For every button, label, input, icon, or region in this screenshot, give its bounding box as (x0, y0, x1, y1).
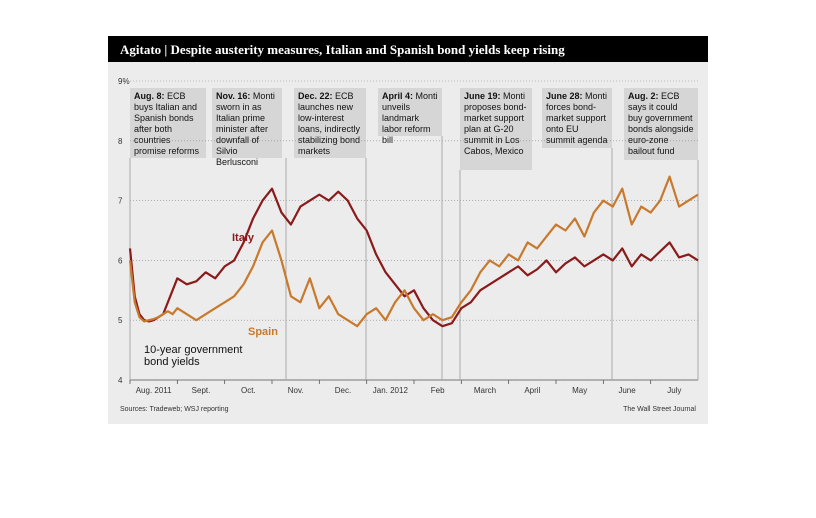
chart-title: Agitato | Despite austerity measures, It… (120, 42, 565, 58)
annotation-dec22: Dec. 22: ECB launches new low-interest l… (294, 88, 366, 158)
x-tick-label: May (572, 386, 587, 395)
x-tick-label: Feb (431, 386, 445, 395)
annotation-jun28: June 28: Monti forces bond-market suppor… (542, 88, 612, 148)
annotation-aug8: Aug. 8: ECB buys Italian and Spanish bon… (130, 88, 206, 158)
x-tick-label: Jan. 2012 (373, 386, 409, 395)
annotation-text: Monti unveils landmark labor reform bill (382, 91, 438, 145)
annotation-jun19: June 19: Monti proposes bond-market supp… (460, 88, 532, 170)
series-line-italy (128, 187, 699, 328)
annotation-date: Aug. 8: (134, 91, 165, 101)
annotation-text: Monti sworn in as Italian prime minister… (216, 91, 275, 167)
annotation-text: Monti proposes bond-market support plan … (464, 91, 527, 156)
title-separator: | (164, 42, 171, 57)
y-tick-label: 5 (118, 316, 123, 325)
y-tick-label: 4 (118, 376, 123, 385)
chart-figure: Agitato | Despite austerity measures, It… (108, 36, 708, 424)
y-tick-label: 6 (118, 256, 123, 265)
annotation-date: April 4: (382, 91, 414, 101)
annotation-nov16: Nov. 16: Monti sworn in as Italian prime… (212, 88, 282, 167)
x-tick-label: March (474, 386, 496, 395)
chart-svg: 9% 8 7 6 5 4 Aug. 2011 Sept. Oct. Nov. Dec. Jan. 20… (118, 77, 699, 395)
annotation-date: Dec. 22: (298, 91, 333, 101)
title-bar: Agitato | Despite austerity measures, It… (108, 36, 708, 62)
annotation-apr4: April 4: Monti unveils landmark labor re… (378, 88, 442, 145)
annotation-date: June 19: (464, 91, 501, 101)
y-tick-label: 9% (118, 77, 130, 86)
x-tick-label: Sept. (192, 386, 211, 395)
x-tick-label: June (618, 386, 636, 395)
series-line-spain (128, 175, 699, 328)
x-tick-label: Aug. 2011 (136, 386, 172, 395)
source-note: Sources: Tradeweb; WSJ reporting (120, 406, 229, 413)
annotation-text: ECB launches new low-interest loans, ind… (298, 91, 361, 156)
title-kicker: Agitato (120, 42, 162, 57)
y-tick-label: 7 (118, 197, 123, 206)
series-label-italy: Italy (232, 232, 255, 244)
annotation-text: ECB buys Italian and Spanish bonds after… (134, 91, 200, 156)
x-tick-label: Nov. (288, 386, 304, 395)
x-tick-label: Dec. (335, 386, 351, 395)
annotation-text: ECB says it could buy government bonds a… (628, 91, 694, 156)
x-tick-label: April (524, 386, 540, 395)
annotation-aug2: Aug. 2: ECB says it could buy government… (624, 88, 698, 160)
x-tick-label: July (667, 386, 681, 395)
chart-note: 10-year government bond yields (144, 344, 243, 368)
series-label-spain: Spain (248, 326, 278, 338)
title-main: Despite austerity measures, Italian and … (170, 42, 565, 57)
annotation-date: Aug. 2: (628, 91, 659, 101)
annotation-date: June 28: (546, 91, 583, 101)
credit-note: The Wall Street Journal (623, 406, 696, 413)
annotation-date: Nov. 16: (216, 91, 251, 101)
y-tick-label: 8 (118, 137, 123, 146)
annotation-text: Monti forces bond-market support onto EU… (546, 91, 608, 145)
x-tick-label: Oct. (241, 386, 256, 395)
